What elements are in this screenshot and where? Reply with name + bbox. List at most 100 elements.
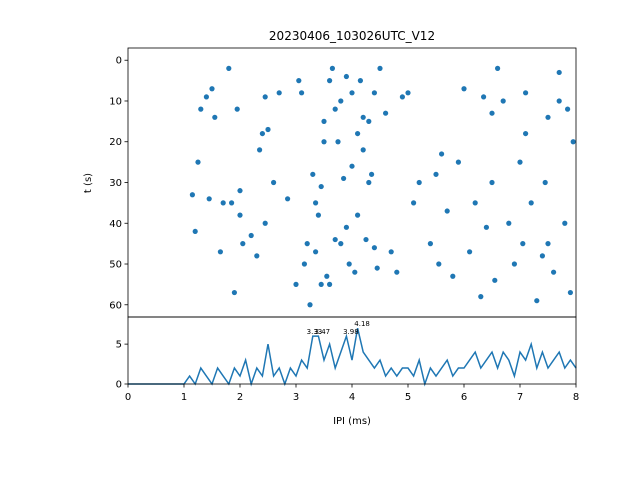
- scatter-point: [363, 236, 369, 243]
- scatter-point: [357, 78, 363, 84]
- scatter-point: [327, 281, 333, 287]
- histogram-line: [128, 327, 577, 387]
- scatter-point: [489, 110, 495, 116]
- scatter-point: [542, 179, 548, 186]
- scatter-point: [374, 265, 380, 271]
- scatter-point: [539, 253, 546, 259]
- scatter-point: [338, 241, 344, 247]
- y-tick-label: 0: [116, 56, 122, 67]
- scatter-point: [307, 302, 313, 308]
- scatter-point: [332, 106, 338, 112]
- scatter-point: [265, 126, 271, 133]
- scatter-point: [285, 196, 291, 202]
- y-tick-label: 30: [109, 178, 122, 189]
- scatter-point: [483, 224, 489, 230]
- scatter-point: [472, 200, 478, 206]
- scatter-point: [229, 200, 235, 206]
- scatter-point: [377, 65, 383, 71]
- peak-annotation: 4.18: [354, 320, 370, 328]
- scatter-point: [299, 90, 305, 96]
- scatter-point: [520, 241, 526, 247]
- scatter-point: [220, 200, 226, 206]
- scatter-point: [405, 90, 411, 96]
- x-tick-label: 4: [349, 392, 355, 403]
- scatter-point: [551, 269, 557, 275]
- y-tick-label: 5: [116, 340, 122, 351]
- scatter-point: [545, 114, 551, 120]
- scatter-point: [545, 241, 551, 247]
- scatter-point: [195, 159, 201, 165]
- scatter-point: [399, 94, 405, 100]
- scatter-point: [467, 249, 473, 255]
- scatter-point: [366, 118, 372, 124]
- scatter-point: [511, 261, 517, 267]
- scatter-point: [324, 273, 330, 279]
- scatter-point: [570, 139, 576, 145]
- scatter-point: [528, 200, 534, 206]
- scatter-point: [192, 228, 198, 235]
- scatter-point: [198, 106, 204, 112]
- scatter-point: [481, 94, 487, 100]
- scatter-point: [335, 139, 341, 145]
- scatter-point: [371, 245, 377, 251]
- scatter-point: [343, 73, 349, 80]
- peak-annotation: 3.33: [307, 328, 323, 336]
- y-tick-label: 10: [109, 96, 122, 107]
- scatter-point: [234, 106, 240, 112]
- x-tick-label: 2: [237, 392, 243, 403]
- scatter-point: [450, 273, 456, 279]
- x-tick-label: 1: [181, 392, 187, 403]
- scatter-point: [237, 188, 243, 194]
- y-axis-label: t (s): [83, 173, 94, 193]
- axes-frame: [127, 316, 577, 385]
- x-tick-label: 0: [125, 392, 131, 403]
- scatter-point: [500, 98, 506, 104]
- scatter-point: [523, 90, 529, 96]
- scatter-point: [360, 147, 366, 153]
- scatter-point: [321, 139, 327, 145]
- scatter-point: [343, 224, 349, 230]
- peak-annotation: 3.98: [343, 328, 359, 336]
- scatter-point: [254, 253, 260, 259]
- x-tick-label: 8: [573, 392, 579, 403]
- scatter-point: [371, 90, 377, 96]
- chart-title: 20230406_103026UTC_V12: [269, 29, 435, 43]
- scatter-point: [301, 261, 307, 267]
- scatter-point: [203, 94, 209, 100]
- y-tick-label: 0: [116, 380, 122, 391]
- scatter-point: [349, 163, 355, 169]
- scatter-point: [226, 65, 232, 71]
- scatter-point: [318, 183, 324, 190]
- scatter-point: [332, 236, 338, 243]
- scatter-point: [231, 289, 237, 296]
- scatter-point: [523, 130, 529, 137]
- scatter-point: [259, 130, 265, 137]
- scatter-point: [321, 118, 327, 124]
- scatter-point: [346, 261, 352, 267]
- scatter-point: [517, 159, 523, 165]
- peak-annotation: 3.47: [315, 328, 331, 336]
- scatter-point: [556, 69, 562, 76]
- scatter-point: [562, 220, 568, 226]
- scatter-point: [313, 249, 319, 255]
- y-tick-label: 50: [109, 260, 122, 271]
- scatter-point: [355, 212, 361, 218]
- scatter-point: [338, 98, 344, 104]
- scatter-point: [329, 65, 335, 71]
- x-axis-label: IPI (ms): [333, 416, 371, 427]
- scatter-point: [366, 179, 372, 186]
- scatter-point: [489, 179, 495, 186]
- scatter-point: [262, 220, 268, 226]
- scatter-point: [341, 175, 347, 182]
- scatter-point: [206, 196, 212, 202]
- scatter-point: [209, 86, 215, 92]
- y-tick-label: 60: [109, 300, 122, 311]
- scatter-point: [444, 208, 450, 214]
- scatter-point: [237, 212, 243, 218]
- scatter-point: [433, 171, 439, 177]
- scatter-point: [257, 147, 263, 153]
- scatter-point: [212, 114, 218, 120]
- scatter-point: [478, 294, 484, 300]
- scatter-point: [534, 298, 540, 304]
